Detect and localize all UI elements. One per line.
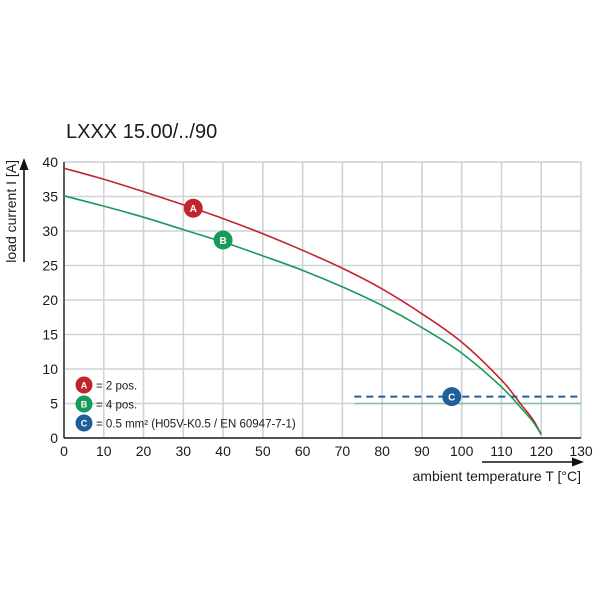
x-tick-label: 120 [530,443,554,459]
x-tick-label: 110 [490,443,513,459]
x-axis-arrow-head [572,457,584,467]
legend: A = 2 pos. B = 4 pos. C = 0.5 mm² (H05V-K0.5 … [75,376,296,432]
x-tick-label: 10 [96,443,112,459]
legend-text: = 2 pos. [96,381,137,393]
legend-text: = 4 pos. [96,400,137,412]
legend-item: C = 0.5 mm² (H05V-K0.5 / EN 60947-7-1) [75,414,296,432]
marker-a: A [183,198,203,218]
legend-badge-circle [75,395,93,413]
legend-badge-label: A [81,381,88,391]
x-tick-label: 40 [215,443,231,459]
marker-b: B [213,230,233,250]
y-tick-label: 30 [42,223,58,239]
chart-title: LXXX 15.00/../90 [66,121,217,143]
legend-badge-label: B [81,400,88,410]
y-tick-label: 40 [42,154,58,170]
legend-badge-circle [75,376,93,394]
x-tick-label: 50 [255,443,271,459]
marker-badge-label: B [219,236,226,247]
legend-badge-circle [75,414,93,432]
legend-item: A = 2 pos. [75,376,137,394]
x-axis-label: ambient temperature T [°C] [413,468,582,484]
x-tick-label: 100 [450,443,474,459]
x-tick-label: 60 [295,443,311,459]
y-axis-label: load current I [A] [3,160,19,263]
marker-badge-circle [213,230,233,250]
y-tick-label: 15 [42,327,58,343]
x-tick-label: 0 [60,443,68,459]
x-tick-label: 90 [414,443,430,459]
curve-markers: A B C [183,198,462,407]
series-lines [63,167,542,435]
y-tick-label: 10 [42,361,58,377]
y-tick-labels: 0 5 10 15 20 25 30 35 40 [42,154,58,446]
y-tick-label: 20 [42,292,58,308]
x-tick-label: 80 [374,443,390,459]
marker-badge-circle [183,198,203,218]
legend-badge-label: C [81,419,88,429]
legend-item: B = 4 pos. [75,395,137,413]
marker-badge-label: C [448,393,455,404]
marker-badge-circle [442,387,462,407]
y-tick-label: 5 [50,396,58,412]
y-axis-arrow-head [19,158,29,170]
marker-badge-label: A [190,204,197,215]
marker-c: C [442,387,462,407]
y-tick-label: 25 [42,258,58,274]
x-tick-label: 20 [136,443,152,459]
reference-lines [354,395,581,405]
x-tick-label: 130 [569,443,593,459]
series-line-b [63,195,542,435]
x-tick-label: 70 [335,443,351,459]
legend-text: = 0.5 mm² (H05V-K0.5 / EN 60947-7-1) [96,419,296,431]
x-tick-labels: 0 10 20 30 40 50 60 70 80 90 100 110 120 130 [60,443,593,459]
x-tick-label: 30 [176,443,192,459]
axes [19,158,584,467]
y-tick-label: 0 [50,430,58,446]
y-tick-label: 35 [42,189,58,205]
series-line-a [63,167,542,435]
